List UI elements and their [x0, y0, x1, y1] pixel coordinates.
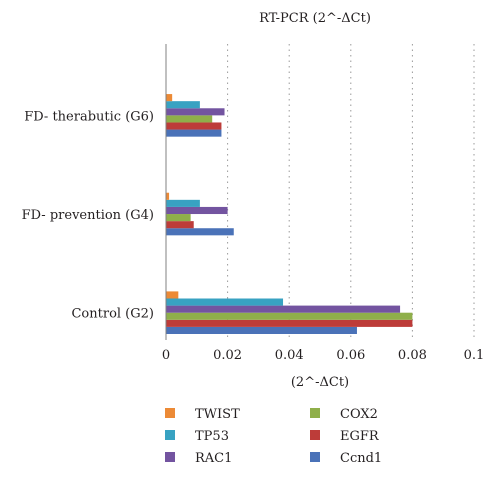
x-tick-labels: 0 0.02 0.04 0.06 0.08 0.1	[162, 348, 484, 363]
legend-swatch-cox2	[310, 408, 320, 418]
bar-twist	[166, 291, 179, 299]
bar-cox2	[166, 312, 413, 320]
x-axis-label: (2^-ΔCt)	[291, 375, 349, 390]
legend-swatch-twist	[165, 408, 175, 418]
gridlines	[227, 44, 475, 340]
x-tick-label: 0.1	[464, 348, 485, 363]
legend-label-rac1: RAC1	[195, 451, 232, 466]
category-labels: Control (G2) FD- prevention (G4) FD- thera…	[22, 109, 154, 321]
bar-tp53	[166, 101, 200, 109]
legend: TWIST COX2 TP53 EGFR RAC1 Ccnd1	[165, 407, 382, 466]
x-tick-label: 0.02	[213, 348, 242, 363]
legend-swatch-egfr	[310, 430, 320, 440]
x-tick-label: 0	[162, 348, 170, 363]
bar-egfr	[166, 122, 222, 130]
bar-rac1	[166, 108, 225, 116]
legend-label-ccnd1: Ccnd1	[340, 451, 382, 466]
bar-tp53	[166, 298, 284, 306]
category-label: FD- therabutic (G6)	[24, 109, 154, 124]
legend-label-tp53: TP53	[195, 429, 229, 444]
bar-twist	[166, 94, 173, 102]
bar-egfr	[166, 221, 194, 229]
bar-rac1	[166, 305, 401, 313]
x-tick-label: 0.06	[336, 348, 365, 363]
legend-label-twist: TWIST	[195, 407, 240, 422]
bar-cox2	[166, 115, 213, 123]
chart-title: RT-PCR (2^-ΔCt)	[259, 11, 371, 26]
bars	[166, 94, 413, 334]
bar-cox2	[166, 214, 191, 222]
legend-swatch-rac1	[165, 452, 175, 462]
bar-egfr	[166, 319, 413, 327]
bar-ccnd1	[166, 129, 222, 137]
x-tick-label: 0.04	[275, 348, 304, 363]
bar-ccnd1	[166, 228, 234, 236]
x-tick-label: 0.08	[398, 348, 427, 363]
bar-rac1	[166, 206, 228, 215]
legend-swatch-ccnd1	[310, 452, 320, 462]
bar-tp53	[166, 199, 200, 207]
category-label: FD- prevention (G4)	[22, 208, 154, 223]
legend-label-cox2: COX2	[340, 407, 378, 422]
legend-label-egfr: EGFR	[340, 429, 380, 444]
category-label: Control (G2)	[71, 307, 154, 322]
legend-swatch-tp53	[165, 430, 175, 440]
bar-twist	[166, 192, 170, 200]
bar-ccnd1	[166, 326, 357, 334]
